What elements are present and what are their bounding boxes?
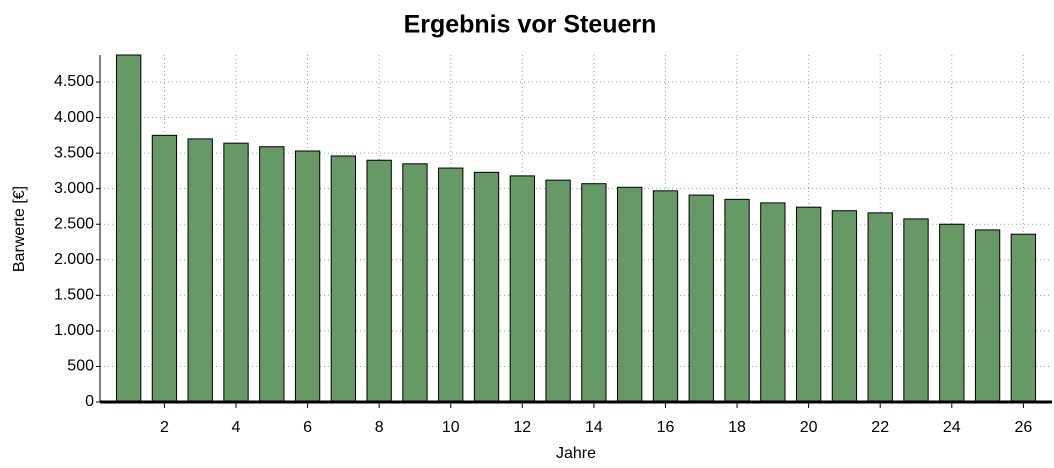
chart-title: Ergebnis vor Steuern <box>404 11 657 39</box>
bar <box>724 198 750 403</box>
bar <box>652 190 679 403</box>
x-tick-label: 12 <box>513 419 531 436</box>
y-tick-label: 1.500 <box>54 287 94 304</box>
x-tick-label: 14 <box>585 419 603 436</box>
bar <box>795 206 822 403</box>
bar <box>473 171 500 403</box>
bar <box>545 179 571 403</box>
y-tick-label: 500 <box>67 358 94 375</box>
y-axis-label: Barwerte [€] <box>11 186 28 272</box>
bar <box>688 194 714 403</box>
x-tick-label: 2 <box>160 419 169 436</box>
bar <box>438 167 464 403</box>
x-tick-label: 8 <box>375 419 384 436</box>
bar <box>330 155 357 403</box>
bar <box>617 186 643 403</box>
y-tick-label: 3.500 <box>54 144 94 161</box>
y-tick-label: 4.500 <box>54 73 94 90</box>
bar <box>259 146 285 403</box>
x-tick-label: 24 <box>943 419 961 436</box>
x-tick-label: 4 <box>232 419 241 436</box>
y-tick-label: 1.000 <box>54 322 94 339</box>
y-tick-label: 4.000 <box>54 109 94 126</box>
y-tick-label: 2.000 <box>54 251 94 268</box>
y-tick-label: 3.000 <box>54 180 94 197</box>
y-tick-label: 2.500 <box>54 215 94 232</box>
x-tick-label: 10 <box>442 419 460 436</box>
x-tick-label: 20 <box>800 419 818 436</box>
bar <box>151 134 178 403</box>
bar <box>187 138 213 403</box>
bar <box>223 142 249 403</box>
bar <box>867 212 893 403</box>
bar <box>939 223 965 403</box>
bar <box>1010 233 1037 403</box>
bar <box>974 229 1001 403</box>
bar <box>831 210 858 403</box>
x-axis-label: Jahre <box>556 445 596 462</box>
x-tick-label: 22 <box>871 419 889 436</box>
bar <box>509 175 535 403</box>
bar <box>402 163 428 403</box>
bar <box>581 183 607 403</box>
bar <box>366 159 392 403</box>
x-tick-label: 18 <box>728 419 746 436</box>
bar <box>294 150 321 403</box>
bar <box>903 218 929 403</box>
x-tick-label: 6 <box>303 419 312 436</box>
y-tick-label: 0 <box>85 393 94 410</box>
x-tick-label: 26 <box>1014 419 1032 436</box>
bar <box>115 54 142 403</box>
x-tick-label: 16 <box>657 419 675 436</box>
bar <box>760 202 786 403</box>
